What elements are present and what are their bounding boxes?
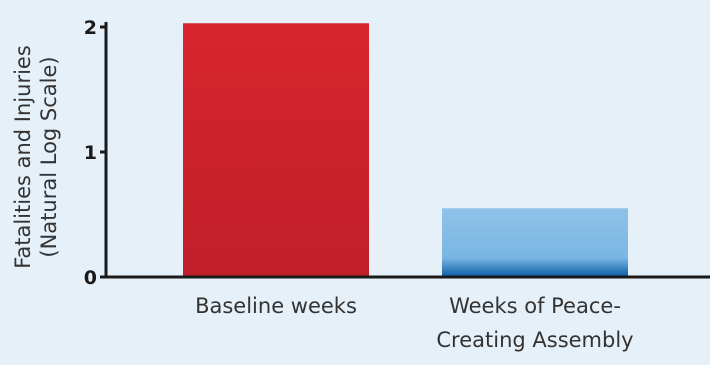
bar-2 [442, 208, 628, 277]
y-axis-title-line-1: Fatalities and Injuries [11, 45, 35, 269]
x-category-label: Weeks of Peace- [449, 294, 621, 318]
y-tick-label: 1 [84, 142, 97, 164]
x-category-label: Creating Assembly [436, 328, 633, 352]
y-axis-title: Fatalities and Injuries (Natural Log Sca… [11, 45, 61, 269]
y-tick-label: 0 [84, 267, 97, 289]
y-tick-label: 2 [84, 17, 97, 39]
y-axis-title-line-2: (Natural Log Scale) [37, 56, 61, 257]
x-category-label: Baseline weeks [195, 294, 357, 318]
bar-1 [183, 23, 369, 277]
